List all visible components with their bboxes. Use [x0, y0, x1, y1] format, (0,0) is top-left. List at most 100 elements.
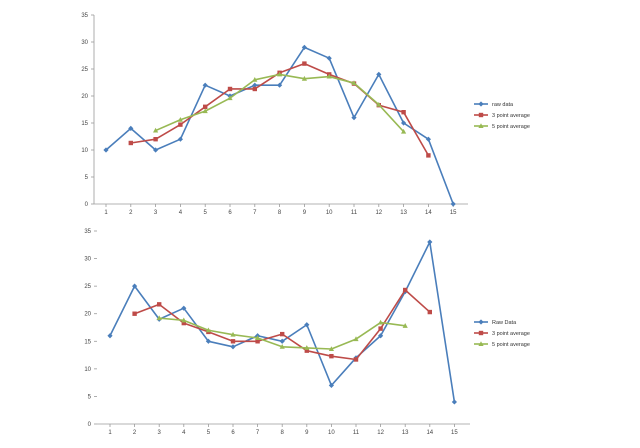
- y-tick-label: 0: [85, 202, 89, 208]
- x-tick-label: 1: [108, 430, 112, 436]
- y-tick-label: 35: [84, 229, 91, 235]
- data-point-2: [280, 331, 285, 337]
- y-tick-label: 15: [84, 339, 91, 345]
- x-tick-label: 7: [253, 210, 257, 216]
- y-tick-label: 35: [81, 13, 88, 19]
- data-point-2: [203, 104, 208, 109]
- data-point-1: [132, 283, 138, 289]
- data-point-3: [255, 335, 261, 340]
- data-point-2: [403, 287, 408, 293]
- y-tick-label: 10: [84, 367, 91, 373]
- data-point-1: [451, 399, 457, 405]
- data-point-1: [128, 125, 134, 131]
- x-tick-label: 10: [326, 210, 333, 216]
- data-point-1: [304, 322, 310, 328]
- legend-marker-2: [478, 112, 484, 118]
- data-point-2: [157, 302, 162, 307]
- y-tick-label: 0: [88, 422, 92, 428]
- data-point-2: [227, 86, 233, 92]
- legend-marker-3: [478, 123, 484, 128]
- legend-label-2: 3 point average: [492, 331, 530, 337]
- x-tick-label: 5: [207, 430, 211, 436]
- y-tick-label: 15: [81, 121, 88, 127]
- data-point-1: [425, 136, 431, 142]
- data-point-2: [304, 348, 309, 353]
- data-point-2: [378, 326, 383, 331]
- data-point-1: [181, 305, 187, 311]
- y-tick-label: 25: [81, 67, 88, 73]
- x-tick-label: 15: [451, 430, 458, 436]
- data-point-1: [401, 120, 407, 126]
- data-point-3: [353, 336, 359, 342]
- data-point-2: [329, 353, 334, 359]
- legend-marker-3: [478, 341, 484, 346]
- x-tick-label: 13: [400, 210, 407, 216]
- data-point-1: [202, 82, 208, 88]
- x-tick-label: 3: [154, 210, 158, 216]
- x-tick-label: 7: [256, 430, 260, 436]
- data-point-2: [426, 153, 431, 158]
- x-tick-label: 2: [133, 430, 137, 436]
- data-point-1: [427, 239, 433, 245]
- x-tick-label: 14: [425, 210, 432, 216]
- y-tick-label: 20: [84, 312, 91, 318]
- data-point-3: [301, 75, 307, 81]
- y-tick-label: 25: [84, 284, 91, 290]
- x-tick-label: 8: [281, 430, 285, 436]
- data-point-1: [277, 82, 283, 88]
- data-point-3: [202, 108, 208, 114]
- data-point-1: [153, 147, 159, 153]
- legend-label-1: raw data: [492, 102, 514, 108]
- data-point-3: [376, 101, 382, 107]
- data-point-3: [328, 346, 334, 352]
- x-tick-label: 10: [328, 430, 335, 436]
- legend-label-3: 5 point average: [492, 124, 530, 130]
- y-tick-label: 30: [81, 40, 88, 46]
- x-tick-label: 12: [375, 210, 382, 216]
- data-point-3: [279, 344, 285, 349]
- x-tick-label: 8: [278, 210, 282, 216]
- data-point-1: [177, 136, 183, 142]
- data-point-3: [277, 71, 283, 77]
- data-point-3: [351, 80, 357, 86]
- data-point-2: [427, 309, 432, 315]
- legend-marker-1: [478, 319, 484, 325]
- data-point-1: [376, 71, 382, 77]
- data-point-2: [128, 140, 133, 146]
- legend-label-1: Raw Data: [492, 320, 517, 326]
- data-point-2: [178, 122, 183, 127]
- data-point-1: [279, 338, 285, 344]
- data-point-1: [205, 338, 211, 344]
- data-point-3: [156, 315, 162, 321]
- data-point-1: [103, 147, 109, 153]
- y-tick-label: 30: [84, 257, 91, 263]
- data-point-3: [402, 323, 408, 328]
- data-point-3: [177, 116, 183, 122]
- data-point-3: [205, 327, 211, 333]
- data-point-2: [401, 110, 406, 115]
- data-point-1: [107, 333, 113, 339]
- data-point-2: [153, 137, 158, 142]
- x-tick-label: 6: [231, 430, 235, 436]
- data-point-1: [230, 344, 236, 350]
- x-tick-label: 3: [158, 430, 162, 436]
- data-point-2: [132, 311, 137, 316]
- data-point-1: [328, 382, 334, 388]
- data-point-1: [351, 115, 357, 121]
- x-tick-label: 11: [353, 430, 360, 436]
- x-tick-label: 2: [129, 210, 133, 216]
- x-tick-label: 9: [303, 210, 307, 216]
- data-point-1: [326, 55, 332, 61]
- x-tick-label: 6: [228, 210, 232, 216]
- data-point-3: [378, 319, 384, 325]
- data-point-1: [450, 201, 456, 207]
- legend-marker-2: [478, 330, 484, 336]
- x-tick-label: 4: [182, 430, 186, 436]
- data-point-2: [255, 339, 260, 344]
- data-point-2: [353, 357, 359, 362]
- data-point-2: [230, 339, 236, 344]
- legend-label-2: 3 point average: [492, 113, 530, 119]
